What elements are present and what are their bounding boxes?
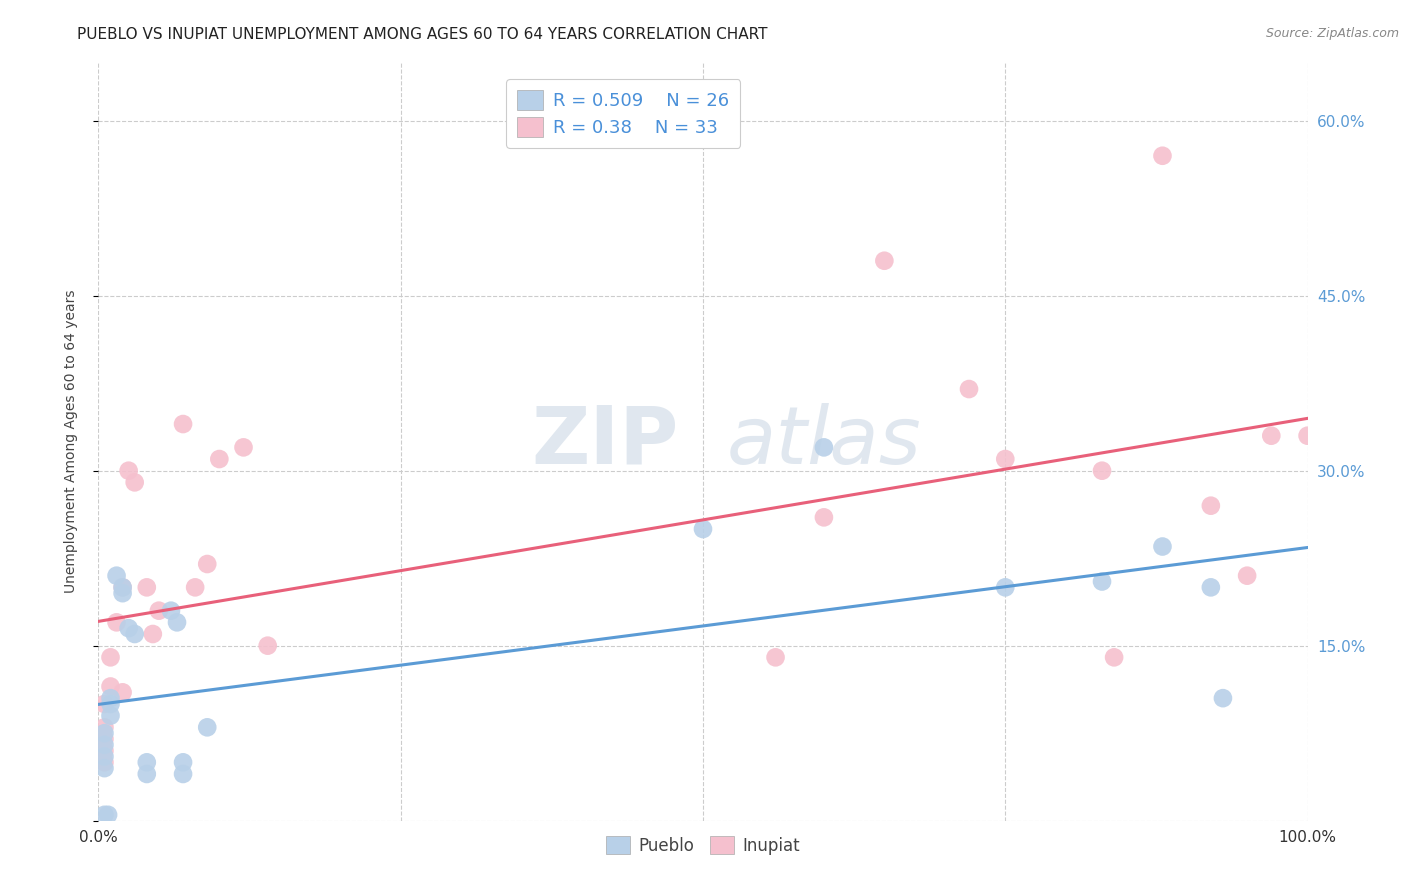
Point xyxy=(166,615,188,630)
Point xyxy=(1152,540,1174,554)
Point xyxy=(93,726,115,740)
Point xyxy=(118,621,141,635)
Point xyxy=(100,691,122,706)
Point xyxy=(118,464,141,478)
Point xyxy=(172,756,194,770)
Point xyxy=(692,522,714,536)
Point xyxy=(111,580,134,594)
Point xyxy=(232,441,254,455)
Point xyxy=(1236,568,1258,582)
Point xyxy=(93,744,115,758)
Point xyxy=(93,761,115,775)
Point xyxy=(1152,149,1174,163)
Point xyxy=(1102,650,1125,665)
Point xyxy=(148,604,170,618)
Point xyxy=(813,510,835,524)
Point xyxy=(172,417,194,431)
Point xyxy=(184,580,207,594)
Point xyxy=(208,452,231,467)
Point xyxy=(124,627,146,641)
Point xyxy=(93,720,115,734)
Point xyxy=(93,749,115,764)
Point xyxy=(93,697,115,711)
Text: atlas: atlas xyxy=(727,402,922,481)
Point xyxy=(994,452,1017,467)
Point xyxy=(1260,428,1282,442)
Point xyxy=(111,586,134,600)
Point xyxy=(93,756,115,770)
Point xyxy=(93,738,115,752)
Point xyxy=(765,650,787,665)
Point xyxy=(111,685,134,699)
Point xyxy=(1199,580,1222,594)
Point xyxy=(813,441,835,455)
Point xyxy=(100,708,122,723)
Point xyxy=(100,650,122,665)
Text: ZIP: ZIP xyxy=(531,402,679,481)
Point xyxy=(160,604,183,618)
Point xyxy=(1091,464,1114,478)
Point xyxy=(1212,691,1234,706)
Point xyxy=(100,697,122,711)
Legend: Pueblo, Inupiat: Pueblo, Inupiat xyxy=(599,830,807,862)
Point xyxy=(1091,574,1114,589)
Point xyxy=(105,615,128,630)
Point xyxy=(195,720,218,734)
Point xyxy=(124,475,146,490)
Point xyxy=(172,767,194,781)
Point xyxy=(93,807,115,822)
Point xyxy=(195,557,218,571)
Point xyxy=(97,807,120,822)
Point xyxy=(994,580,1017,594)
Point xyxy=(135,580,157,594)
Point xyxy=(1296,428,1319,442)
Point xyxy=(105,568,128,582)
Point xyxy=(1199,499,1222,513)
Point xyxy=(100,680,122,694)
Text: Source: ZipAtlas.com: Source: ZipAtlas.com xyxy=(1265,27,1399,40)
Point xyxy=(93,731,115,746)
Point xyxy=(111,580,134,594)
Point xyxy=(873,253,896,268)
Point xyxy=(256,639,278,653)
Point xyxy=(142,627,165,641)
Point xyxy=(135,756,157,770)
Point xyxy=(957,382,980,396)
Text: PUEBLO VS INUPIAT UNEMPLOYMENT AMONG AGES 60 TO 64 YEARS CORRELATION CHART: PUEBLO VS INUPIAT UNEMPLOYMENT AMONG AGE… xyxy=(77,27,768,42)
Point xyxy=(135,767,157,781)
Y-axis label: Unemployment Among Ages 60 to 64 years: Unemployment Among Ages 60 to 64 years xyxy=(63,290,77,593)
